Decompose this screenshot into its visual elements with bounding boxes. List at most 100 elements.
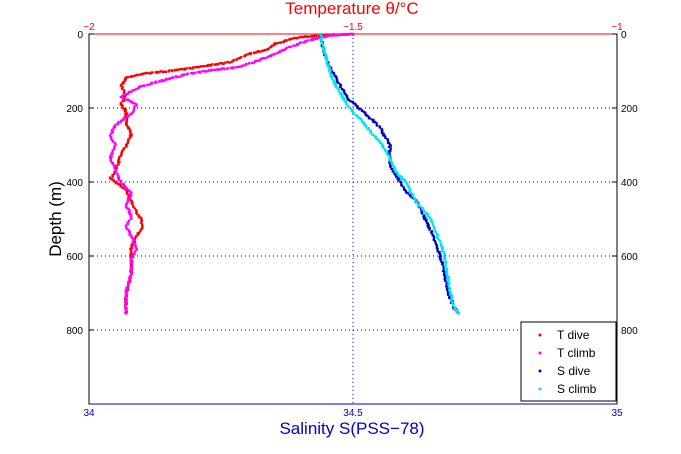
point-t-climb	[131, 240, 134, 243]
point-s-climb	[322, 46, 325, 49]
point-s-climb	[381, 146, 384, 149]
legend-label-t-climb: T climb	[557, 346, 596, 360]
point-t-climb	[154, 81, 158, 84]
point-s-climb	[441, 249, 444, 253]
y-tick-label-left: 200	[66, 104, 83, 115]
point-t-climb	[278, 49, 282, 53]
point-t-dive	[123, 108, 126, 111]
point-s-climb	[328, 67, 332, 70]
point-s-dive	[425, 220, 428, 223]
point-s-climb	[447, 283, 450, 286]
point-t-dive	[246, 53, 249, 56]
point-s-dive	[346, 96, 349, 99]
point-t-climb	[126, 197, 130, 200]
point-t-climb	[122, 97, 125, 100]
point-t-dive	[117, 159, 120, 162]
point-s-dive	[438, 255, 441, 258]
point-t-climb	[202, 70, 205, 73]
point-t-climb	[309, 38, 312, 41]
top-tick-label: −1	[611, 22, 623, 33]
point-t-climb	[323, 36, 326, 39]
point-t-dive	[297, 36, 300, 39]
point-s-climb	[415, 200, 418, 203]
point-s-dive	[435, 243, 438, 246]
point-t-climb	[130, 100, 133, 103]
point-t-climb	[127, 207, 130, 210]
point-s-dive	[375, 121, 378, 125]
point-s-dive	[342, 89, 346, 92]
point-s-climb	[323, 56, 327, 59]
point-s-climb	[338, 92, 342, 96]
point-t-dive	[122, 92, 126, 95]
point-t-climb	[324, 34, 327, 37]
point-s-climb	[327, 63, 331, 66]
point-t-climb	[129, 257, 132, 260]
point-s-dive	[435, 245, 438, 248]
point-s-dive	[367, 117, 371, 120]
point-s-dive	[422, 216, 425, 219]
point-s-climb	[445, 260, 448, 264]
point-t-dive	[176, 68, 179, 71]
point-s-climb	[412, 193, 415, 196]
point-t-dive	[220, 62, 223, 65]
point-t-climb	[175, 75, 178, 78]
point-s-dive	[330, 70, 334, 73]
point-s-climb	[363, 121, 366, 124]
point-s-climb	[332, 82, 335, 85]
point-t-climb	[116, 172, 119, 175]
point-t-climb	[332, 34, 335, 37]
top-axis-title: Temperature θ/°C	[285, 0, 418, 18]
legend-marker-t-climb	[538, 351, 542, 355]
point-s-dive	[421, 212, 424, 215]
point-t-dive	[123, 80, 126, 83]
point-t-climb	[127, 229, 131, 233]
point-s-dive	[445, 286, 448, 289]
point-t-dive	[303, 35, 306, 38]
point-t-climb	[161, 79, 165, 82]
point-t-dive	[140, 220, 143, 223]
point-t-climb	[299, 41, 303, 44]
point-t-climb	[130, 213, 133, 217]
point-t-climb	[112, 128, 115, 131]
point-s-climb	[343, 97, 346, 100]
point-t-climb	[158, 80, 161, 83]
point-s-climb	[371, 133, 374, 136]
point-s-dive	[446, 293, 450, 296]
point-t-dive	[134, 74, 137, 77]
point-s-dive	[425, 221, 429, 224]
point-s-climb	[447, 275, 450, 279]
point-t-dive	[197, 66, 200, 69]
legend-entry-s-climb: S climb	[538, 382, 597, 396]
point-s-dive	[345, 95, 348, 98]
point-t-climb	[251, 61, 254, 65]
point-t-dive	[131, 202, 134, 206]
point-s-climb	[442, 254, 446, 258]
point-t-dive	[252, 52, 255, 55]
point-s-climb	[448, 282, 451, 285]
point-t-dive	[141, 226, 144, 229]
point-t-climb	[125, 288, 129, 291]
point-t-climb	[151, 81, 154, 84]
point-s-climb	[344, 100, 348, 103]
point-t-climb	[231, 67, 234, 70]
point-s-dive	[360, 109, 364, 113]
point-t-dive	[119, 184, 122, 187]
point-t-climb	[330, 34, 334, 37]
bottom-axis-title: Salinity S(PSS−78)	[279, 419, 424, 438]
point-s-dive	[358, 108, 361, 111]
point-t-dive	[123, 110, 126, 113]
point-s-climb	[451, 295, 454, 298]
point-s-climb	[319, 34, 322, 37]
point-s-climb	[326, 56, 329, 59]
point-s-climb	[431, 223, 435, 227]
point-s-climb	[449, 291, 452, 294]
point-t-dive	[188, 67, 191, 70]
point-s-climb	[411, 194, 414, 198]
point-t-dive	[247, 52, 250, 55]
point-t-climb	[215, 68, 218, 71]
y-tick-label-left: 600	[66, 252, 83, 263]
top-tick-label: −2	[83, 22, 95, 33]
point-t-dive	[120, 104, 123, 107]
point-s-climb	[334, 85, 338, 89]
